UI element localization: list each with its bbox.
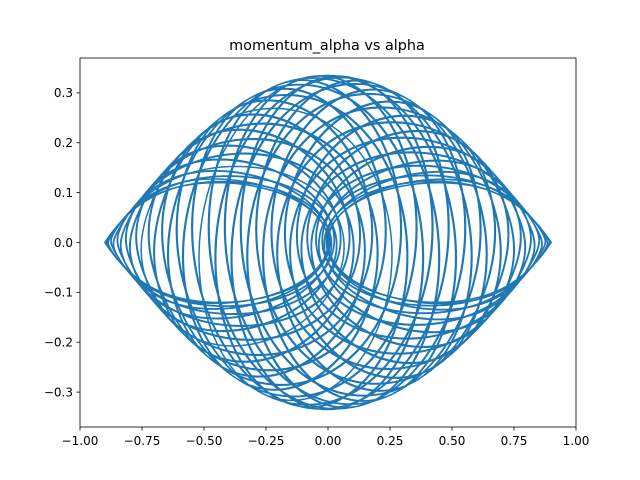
x-tick-label: 0.75 [501, 434, 528, 448]
y-tick-label: 0.2 [54, 136, 73, 150]
y-tick-label: 0.0 [54, 236, 73, 250]
x-tick-label: 0.00 [315, 434, 342, 448]
y-axis: −0.3 −0.2 −0.1 0.0 0.1 0.2 0.3 [44, 86, 80, 399]
x-tick-label: 0.50 [439, 434, 466, 448]
x-tick-label: 1.00 [563, 434, 590, 448]
y-tick-label: 0.1 [54, 186, 73, 200]
y-tick-label: −0.2 [44, 336, 73, 350]
y-tick-label: 0.3 [54, 86, 73, 100]
x-tick-label: 0.25 [377, 434, 404, 448]
x-tick-label: −0.50 [186, 434, 223, 448]
y-tick-label: −0.3 [44, 385, 73, 399]
x-tick-label: −0.25 [248, 434, 285, 448]
x-tick-label: −0.75 [124, 434, 161, 448]
chart-title: momentum_alpha vs alpha [229, 38, 425, 54]
y-tick-label: −0.1 [44, 286, 73, 300]
x-axis: −1.00 −0.75 −0.50 −0.25 0.00 0.25 0.50 0.75 1.00 [62, 427, 590, 448]
series-group [104, 74, 553, 411]
x-tick-label: −1.00 [62, 434, 99, 448]
series-line [104, 74, 553, 411]
